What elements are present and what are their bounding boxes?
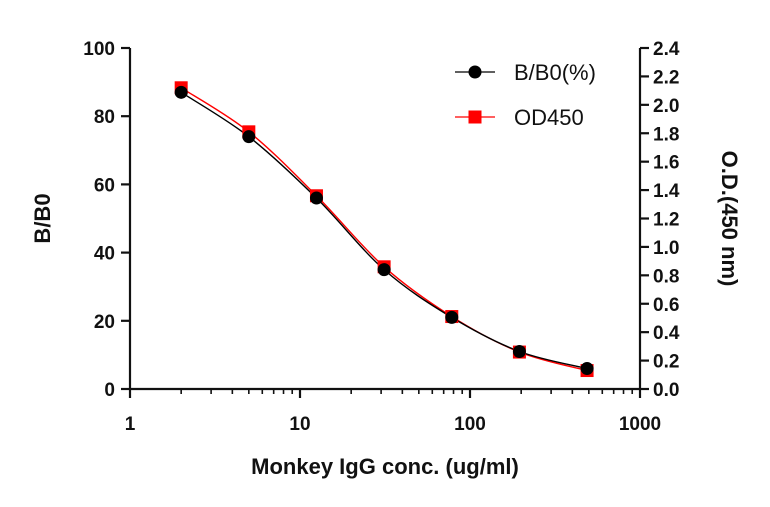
y-tick-label: 60 bbox=[94, 175, 115, 196]
y-tick-label: 40 bbox=[94, 244, 115, 265]
y-tick-label: 100 bbox=[83, 39, 115, 60]
y2-tick-label: 1.0 bbox=[653, 238, 679, 259]
data-point-b-b0 bbox=[445, 310, 459, 324]
y-tick-label: 80 bbox=[94, 107, 115, 128]
data-point-b-b0 bbox=[580, 362, 594, 376]
y2-tick-label: 2.2 bbox=[653, 67, 679, 88]
y2-tick-label: 1.8 bbox=[653, 124, 679, 145]
y2-tick-label: 1.2 bbox=[653, 210, 679, 231]
data-point-b-b0 bbox=[242, 130, 256, 144]
y2-tick-label: 0.8 bbox=[653, 266, 679, 287]
y2-tick-label: 2.4 bbox=[653, 39, 680, 60]
series-line-b-b0 bbox=[180, 91, 588, 370]
legend-marker-od450 bbox=[468, 110, 482, 124]
y2-tick-label: 0.0 bbox=[653, 380, 679, 401]
y-axis-title: B/B0 bbox=[30, 193, 55, 243]
y2-tick-label: 0.6 bbox=[653, 295, 679, 316]
y2-tick-label: 1.6 bbox=[653, 153, 679, 174]
x-axis-title: Monkey IgG conc. (ug/ml) bbox=[251, 454, 519, 479]
axes: 0 20 40 60 80 100 0.0 0.2 0.4 0.6 0.8 1.0 1.2 1.4 1.6 1… bbox=[83, 39, 680, 435]
y-tick-label: 20 bbox=[94, 312, 115, 333]
legend-label-b-b0: B/B0(%) bbox=[514, 60, 596, 85]
x-tick-label: 1000 bbox=[619, 414, 661, 435]
y2-tick-label: 1.4 bbox=[653, 181, 680, 202]
legend-label-od450: OD450 bbox=[514, 105, 584, 130]
y2-axis-title: O.D.(450 nm) bbox=[717, 151, 742, 287]
legend: B/B0(%) OD450 bbox=[455, 60, 596, 130]
data-point-b-b0 bbox=[512, 344, 526, 358]
data-point-b-b0 bbox=[309, 191, 323, 205]
y2-tick-label: 2.0 bbox=[653, 96, 679, 117]
data-point-b-b0 bbox=[174, 85, 188, 99]
y-tick-label: 0 bbox=[104, 380, 115, 401]
series-line-od450 bbox=[180, 87, 588, 372]
y2-tick-label: 0.4 bbox=[653, 323, 680, 344]
x-tick-label: 100 bbox=[454, 414, 486, 435]
x-tick-label: 10 bbox=[289, 414, 310, 435]
x-tick-label: 1 bbox=[125, 414, 136, 435]
data-point-b-b0 bbox=[377, 263, 391, 277]
curves bbox=[180, 87, 588, 372]
legend-marker-b-b0 bbox=[468, 65, 482, 79]
markers bbox=[174, 81, 594, 378]
y2-tick-label: 0.2 bbox=[653, 352, 679, 373]
